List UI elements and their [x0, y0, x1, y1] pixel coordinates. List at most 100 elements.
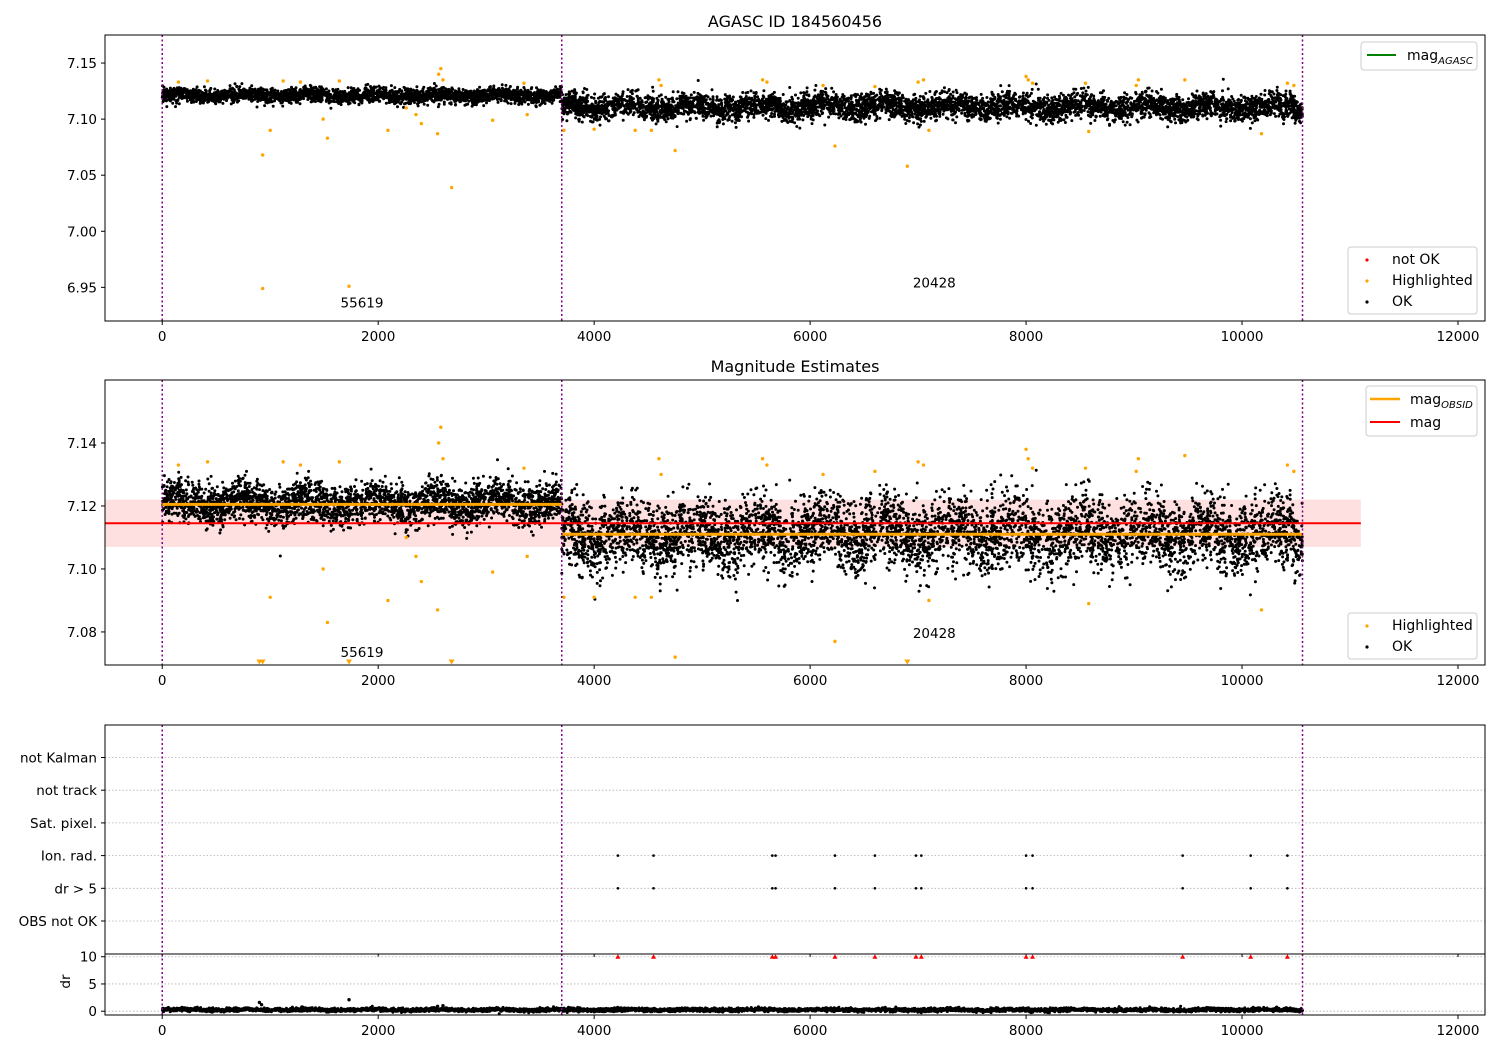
dr-not-ok-marker [773, 954, 779, 959]
highlighted-point [321, 567, 325, 571]
highlighted-point [321, 117, 325, 121]
legend-mag-obsid-subscript: OBSID [1441, 400, 1473, 411]
highlighted-point [1292, 83, 1296, 88]
highlighted-point [1024, 74, 1028, 79]
dr-not-ok-marker [1284, 954, 1290, 959]
highlighted-point [760, 457, 765, 461]
highlighted-point [441, 457, 445, 461]
flag-point [873, 887, 877, 890]
highlighted-point [1134, 469, 1138, 474]
x-tick-label: 0 [158, 1023, 167, 1039]
highlighted-point [1183, 78, 1187, 82]
svg-text:magAGASC: magAGASC [1407, 48, 1473, 67]
highlighted-point [435, 608, 440, 612]
highlighted-point [490, 118, 495, 122]
y-tick-label: 6.95 [67, 280, 97, 296]
flag-point [1031, 887, 1034, 890]
flag-point [616, 854, 620, 857]
flag-point [1286, 887, 1289, 890]
highlighted-point [386, 598, 390, 603]
chart-title-mag-estimates: Magnitude Estimates [711, 357, 880, 376]
highlighted-point [1134, 83, 1138, 88]
highlighted-point [260, 153, 265, 157]
highlighted-point [176, 80, 181, 84]
highlighted-point [1024, 447, 1028, 451]
highlighted-point [916, 460, 920, 464]
highlighted-point [673, 655, 677, 659]
dr-outlier-point [441, 1004, 445, 1008]
flag-point [1249, 854, 1252, 857]
flag-point [914, 887, 918, 890]
flag-point [616, 887, 620, 890]
legend-mag-agasc-label: mag [1407, 48, 1438, 64]
dr-not-ok-marker [651, 954, 657, 959]
highlighted-point [1292, 469, 1296, 474]
x-tick-label: 2000 [361, 673, 395, 689]
flag-point [774, 887, 777, 890]
x-tick-label: 12000 [1437, 1023, 1480, 1039]
dr-not-ok-marker [769, 954, 775, 959]
highlighted-point [760, 78, 765, 82]
x-tick-label: 6000 [793, 1023, 827, 1039]
ok-points [560, 77, 1304, 130]
legend-mag-agasc-subscript: AGASC [1437, 56, 1473, 67]
highlighted-point [562, 595, 566, 599]
highlighted-point [441, 78, 445, 82]
dr-not-ok-marker [1030, 954, 1036, 959]
highlighted-point [337, 460, 342, 464]
highlighted-point [281, 460, 285, 464]
flag-point [652, 887, 655, 890]
dr-axis-label: dr [58, 974, 74, 989]
highlighted-point [414, 112, 418, 117]
dr-outlier-point [259, 1002, 264, 1007]
highlighted-point [325, 620, 330, 625]
x-tick-label: 10000 [1221, 673, 1264, 689]
axes-frame [104, 953, 1486, 1016]
highlighted-point [386, 128, 390, 133]
legend2-highlighted-label: Highlighted [1392, 618, 1473, 634]
highlighted-point [659, 83, 663, 88]
y-tick-label: 7.15 [67, 56, 97, 72]
highlighted-point [205, 460, 210, 464]
x-tick-label: 2000 [361, 329, 395, 345]
dr-not-ok-marker [1023, 954, 1029, 959]
flag-point [774, 854, 777, 857]
highlighted-point [765, 463, 769, 467]
highlighted-point [921, 463, 926, 467]
observation-label: 55619 [341, 296, 384, 312]
y-tick-label: 5 [88, 977, 97, 993]
legend-not-ok-marker [1365, 258, 1369, 262]
y-tick-label: 10 [80, 950, 97, 966]
highlighted-point [1259, 608, 1264, 612]
x-tick-label: 10000 [1221, 329, 1264, 345]
highlighted-point [268, 595, 272, 599]
flag-category-label: not track [36, 783, 97, 799]
highlighted-point [325, 136, 330, 140]
highlighted-point [657, 457, 661, 461]
flags-panel: OBS not OK dr > 5 Ion. rad. Sat. pixel. not … [19, 724, 1486, 957]
flag-point [833, 887, 837, 890]
y-tick-label: 7.12 [67, 499, 97, 515]
highlighted-point [1087, 129, 1091, 134]
highlighted-point [522, 81, 526, 85]
highlighted-point [1087, 601, 1091, 606]
highlighted-point [439, 425, 443, 429]
highlighted-point [337, 79, 342, 83]
highlighted-point [1030, 81, 1035, 85]
legend2-highlighted-marker [1365, 624, 1369, 628]
highlighted-point [525, 112, 529, 117]
dr-not-ok-marker [913, 954, 919, 959]
x-tick-label: 4000 [577, 673, 611, 689]
highlighted-point [649, 595, 654, 599]
highlighted-point [281, 79, 285, 83]
dr-outlier-point [347, 998, 351, 1002]
agasc-status-legend: not OK Highlighted OK [1347, 246, 1478, 315]
flag-category-label: dr > 5 [54, 881, 97, 897]
highlighted-point [873, 469, 877, 474]
mag-line-legend: magOBSID mag [1365, 385, 1478, 437]
dr-panel: 0 2000 4000 6000 8000 10000 12000 0 5 10 dr [58, 950, 1486, 1039]
flag-point [833, 854, 837, 857]
highlighted-point [404, 106, 408, 110]
highlighted-point [449, 185, 454, 190]
dr-not-ok-marker [615, 954, 621, 959]
